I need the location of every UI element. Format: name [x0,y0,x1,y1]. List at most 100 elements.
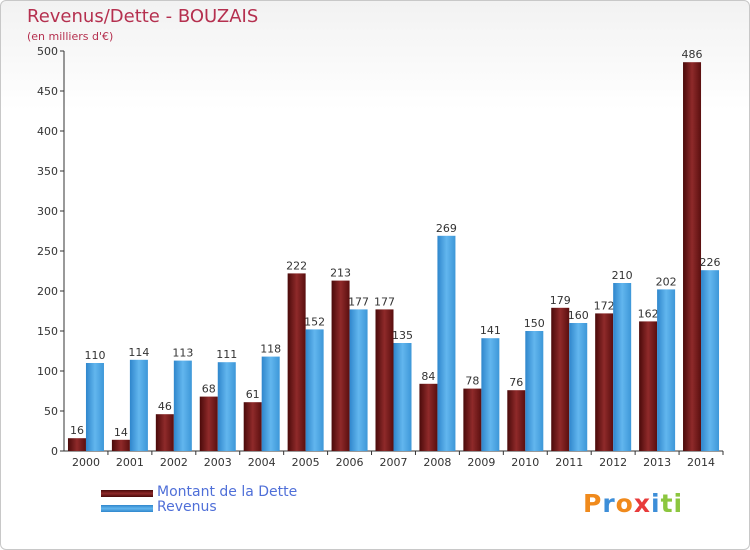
y-tick-label: 150 [37,325,58,338]
data-label: 135 [392,329,413,342]
logo-letter: t [660,489,674,518]
data-label: 76 [509,376,523,389]
x-tick-label: 2005 [292,456,320,469]
bar-dette [463,388,482,451]
y-tick-label: 250 [37,245,58,258]
x-tick-label: 2000 [72,456,100,469]
bar-revenus [701,270,720,451]
data-label: 118 [260,343,281,356]
data-label: 111 [216,348,237,361]
bar-revenus [613,283,632,451]
data-label: 61 [246,388,260,401]
x-tick-label: 2007 [380,456,408,469]
bar-revenus [569,323,588,451]
bar-revenus [349,309,368,451]
bar-revenus [217,362,236,451]
y-tick-label: 100 [37,365,58,378]
data-label: 213 [330,267,351,280]
bar-revenus [173,360,192,451]
data-label: 110 [84,349,105,362]
bar-revenus [525,331,544,451]
bar-dette [331,280,350,451]
legend-label-dette: Montant de la Dette [157,484,298,500]
logo-letter: i [651,489,661,518]
bar-revenus [657,289,676,451]
logo-letter: o [615,489,634,518]
data-label: 210 [612,269,633,282]
y-tick-label: 500 [37,45,58,58]
data-label: 114 [128,346,149,359]
x-tick-label: 2013 [643,456,671,469]
x-tick-label: 2008 [423,456,451,469]
bar-dette [639,321,658,451]
y-tick-label: 300 [37,205,58,218]
y-tick-label: 350 [37,165,58,178]
data-label: 68 [202,383,216,396]
bar-dette [155,414,174,451]
data-label: 84 [421,370,435,383]
y-tick-label: 200 [37,285,58,298]
data-label: 78 [465,375,479,388]
data-label: 177 [348,295,369,308]
bar-dette [419,383,438,451]
x-tick-label: 2011 [555,456,583,469]
data-label: 269 [436,222,457,235]
data-label: 177 [374,295,395,308]
chart-title: Revenus/Dette - BOUZAIS [27,6,259,27]
legend-label-revenus: Revenus [157,499,217,515]
data-label: 113 [172,347,193,360]
x-tick-label: 2002 [160,456,188,469]
data-label: 226 [700,256,721,269]
bar-dette [287,273,306,451]
data-label: 172 [594,299,615,312]
x-tick-label: 2004 [248,456,276,469]
y-tick-label: 0 [51,445,58,458]
x-tick-label: 2009 [467,456,495,469]
data-label: 160 [568,309,589,322]
bar-revenus [393,343,412,451]
x-tick-label: 2003 [204,456,232,469]
proxiti-logo: Proxiti [583,489,683,518]
data-label: 152 [304,315,325,328]
data-label: 486 [682,48,703,61]
x-tick-label: 2006 [336,456,364,469]
x-tick-label: 2001 [116,456,144,469]
x-tick-label: 2010 [511,456,539,469]
logo-letter: P [583,489,603,518]
data-label: 14 [114,426,128,439]
x-tick-label: 2012 [599,456,627,469]
data-label: 141 [480,324,501,337]
chart-subtitle: (en milliers d'€) [27,30,114,43]
data-label: 16 [70,424,84,437]
bar-revenus [85,363,104,451]
y-tick-label: 450 [37,85,58,98]
bar-dette [243,402,262,451]
legend-swatch-revenus [101,505,153,512]
data-label: 162 [638,307,659,320]
bar-dette [507,390,526,451]
data-label: 150 [524,317,545,330]
data-label: 46 [158,400,172,413]
y-tick-label: 400 [37,125,58,138]
bar-dette [683,62,702,451]
bar-dette [199,396,218,451]
bar-dette [375,309,394,451]
bar-revenus [481,338,500,451]
data-label: 202 [656,275,677,288]
logo-letter: r [602,489,616,518]
data-label: 179 [550,294,571,307]
bar-revenus [305,329,324,451]
bar-dette [111,439,130,451]
bar-dette [551,307,570,451]
bar-revenus [129,359,148,451]
legend-swatch-dette [101,490,153,497]
bar-revenus [437,235,456,451]
bar-revenus [261,356,280,451]
logo-letter: i [673,489,684,518]
x-tick-label: 2014 [687,456,715,469]
data-label: 222 [286,259,307,272]
logo-letter: x [633,489,651,518]
y-tick-label: 50 [44,405,58,418]
